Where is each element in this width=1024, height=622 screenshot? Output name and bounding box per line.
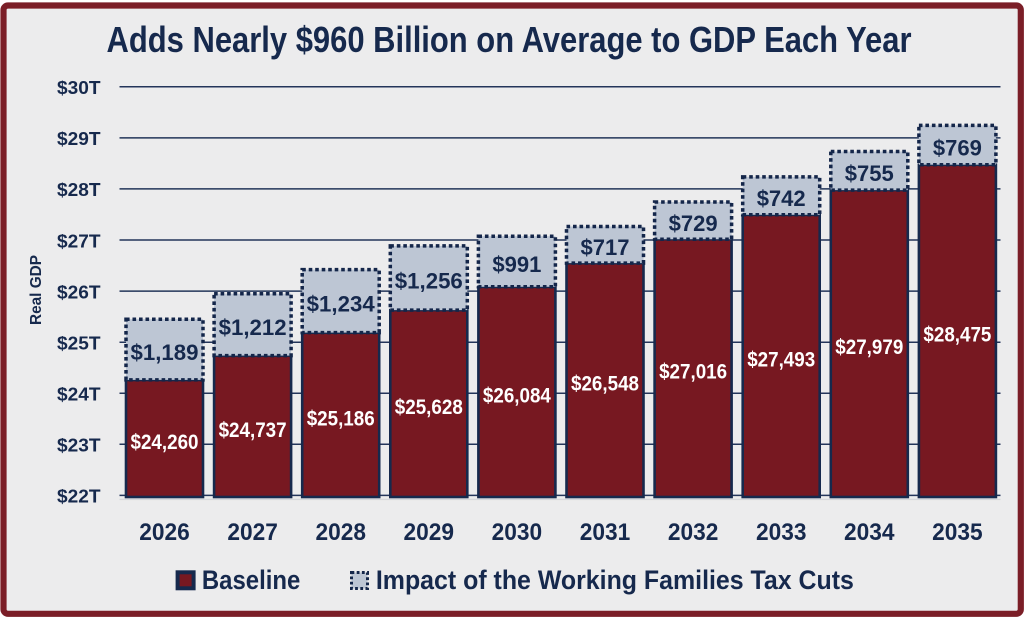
svg-text:2030: 2030 <box>492 519 543 546</box>
svg-text:$755: $755 <box>845 161 894 186</box>
svg-text:2029: 2029 <box>404 519 455 546</box>
svg-text:2034: 2034 <box>844 519 895 546</box>
svg-text:Adds Nearly $960 Billion on Av: Adds Nearly $960 Billion on Average to G… <box>107 19 912 60</box>
svg-text:$22T: $22T <box>57 486 101 507</box>
svg-text:$27,493: $27,493 <box>747 349 815 372</box>
svg-text:$27,016: $27,016 <box>659 361 727 384</box>
svg-text:Real GDP: Real GDP <box>28 255 45 325</box>
svg-text:Impact of the Working Families: Impact of the Working Families Tax Cuts <box>376 565 854 595</box>
svg-text:$25,186: $25,186 <box>307 407 375 430</box>
svg-text:$1,234: $1,234 <box>307 292 376 317</box>
svg-text:$742: $742 <box>757 186 806 211</box>
svg-text:$717: $717 <box>581 235 630 260</box>
svg-text:$27,979: $27,979 <box>835 336 903 359</box>
svg-text:$23T: $23T <box>57 435 101 456</box>
svg-text:$25T: $25T <box>57 333 101 354</box>
svg-text:2026: 2026 <box>139 519 190 546</box>
svg-text:$28,475: $28,475 <box>923 323 991 346</box>
svg-text:$729: $729 <box>669 211 718 236</box>
svg-text:$769: $769 <box>933 135 982 160</box>
svg-text:$28T: $28T <box>57 179 101 200</box>
svg-text:$1,212: $1,212 <box>219 315 287 340</box>
svg-text:$30T: $30T <box>57 77 101 98</box>
svg-text:$1,256: $1,256 <box>395 268 463 293</box>
svg-text:2028: 2028 <box>315 519 366 546</box>
svg-text:$24T: $24T <box>57 384 101 405</box>
svg-text:2027: 2027 <box>227 519 278 546</box>
svg-text:$24,737: $24,737 <box>219 419 287 442</box>
svg-text:$26,084: $26,084 <box>483 385 551 408</box>
svg-text:$991: $991 <box>492 252 541 277</box>
svg-text:$26T: $26T <box>57 281 101 302</box>
svg-text:Baseline: Baseline <box>202 565 300 595</box>
svg-text:$1,189: $1,189 <box>131 340 199 365</box>
svg-text:2033: 2033 <box>756 519 807 546</box>
svg-text:$25,628: $25,628 <box>395 396 463 419</box>
svg-text:$29T: $29T <box>57 128 101 149</box>
svg-text:$24,260: $24,260 <box>131 431 199 454</box>
svg-text:2032: 2032 <box>668 519 719 546</box>
svg-text:2035: 2035 <box>932 519 983 546</box>
svg-text:2031: 2031 <box>580 519 631 546</box>
svg-text:$26,548: $26,548 <box>571 373 639 396</box>
svg-text:$27T: $27T <box>57 230 101 251</box>
